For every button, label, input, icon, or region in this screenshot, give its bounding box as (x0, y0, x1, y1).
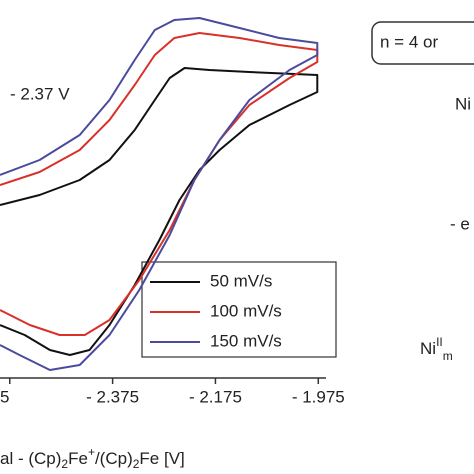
x-axis-label-part: Fe (68, 449, 88, 468)
x-axis-label-part: + (88, 445, 95, 459)
legend-label: 100 mV/s (210, 301, 282, 320)
product-label-part: Ni (420, 339, 436, 358)
x-tick-label: - 1.975 (292, 387, 345, 406)
x-axis-label-part: al - (Cp) (0, 449, 61, 468)
x-axis-label: al - (Cp)2Fe+/(Cp)2Fe [V] (0, 445, 185, 471)
product-label-part: m (443, 349, 453, 363)
legend-label: 50 mV/s (210, 271, 272, 290)
cv-curve (0, 32, 319, 336)
annotation: - 2.37 V (10, 84, 70, 103)
x-tick-label: - 2.175 (189, 387, 242, 406)
annotation: Ni (455, 94, 471, 113)
note-box (371, 21, 474, 65)
product-label: NiIIm (420, 335, 453, 363)
cv-curve (0, 17, 319, 371)
legend-label: 150 mV/s (210, 331, 282, 350)
x-axis-label-part: /(Cp) (95, 449, 133, 468)
cv-curve (0, 67, 319, 356)
x-axis-label-part: 2 (61, 457, 68, 471)
x-tick-label: - 2.375 (86, 387, 139, 406)
product-label-part: II (436, 335, 443, 349)
annotation: - e (450, 214, 470, 233)
annotation: n = 4 or (380, 32, 438, 51)
x-axis-label-part: 2 (133, 457, 140, 471)
x-axis-label-part: Fe [V] (139, 449, 184, 468)
x-tick-label: 5 (0, 387, 9, 406)
